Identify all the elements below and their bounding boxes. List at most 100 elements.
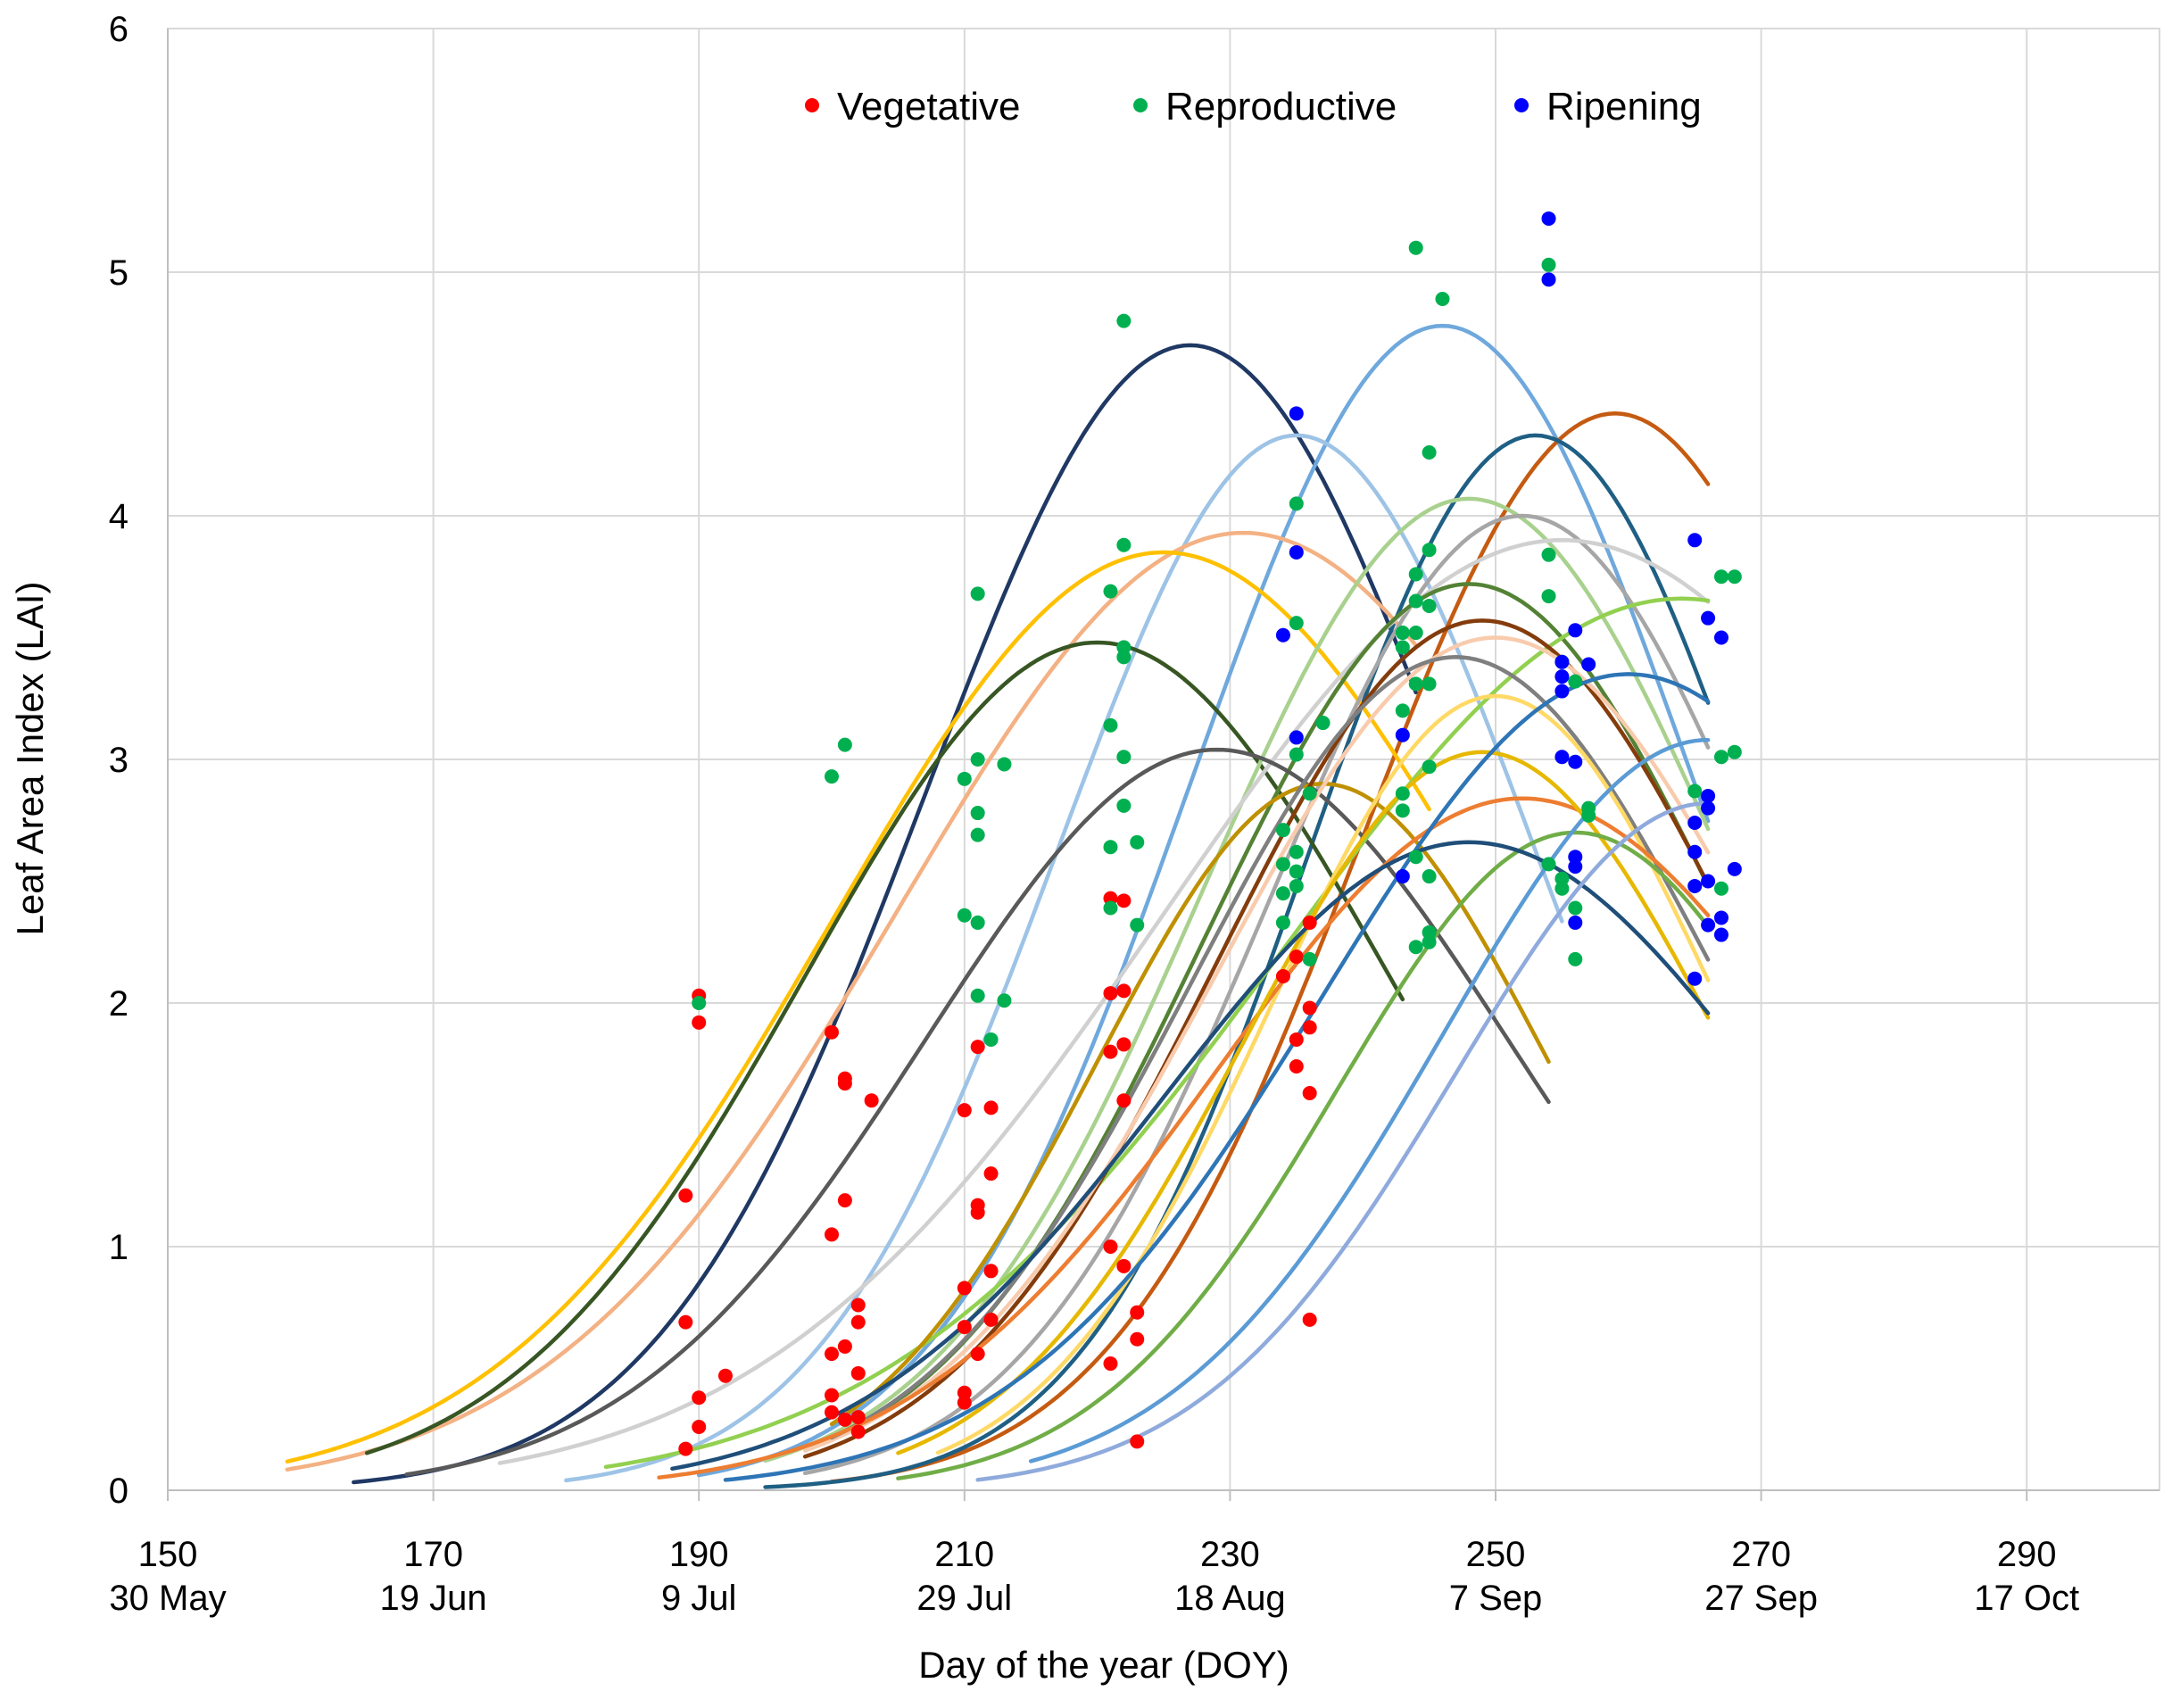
point-reproductive: [970, 988, 985, 1003]
x-axis-title: Day of the year (DOY): [918, 1644, 1289, 1686]
point-vegetative: [678, 1188, 693, 1203]
point-ripening: [1568, 623, 1583, 638]
point-ripening: [1395, 869, 1410, 884]
point-reproductive: [997, 757, 1012, 772]
fitted-curve: [696, 323, 1711, 1478]
point-reproductive: [1275, 915, 1290, 930]
point-vegetative: [678, 1441, 693, 1456]
data-points: [678, 211, 1742, 1456]
point-reproductive: [1103, 840, 1118, 855]
point-ripening: [1687, 878, 1703, 893]
point-reproductive: [1408, 676, 1423, 692]
x-tick-date-label: 9 Jul: [661, 1579, 737, 1618]
point-ripening: [1395, 727, 1410, 742]
point-reproductive: [1422, 543, 1437, 558]
point-ripening: [1568, 915, 1583, 930]
point-vegetative: [983, 1166, 999, 1182]
point-reproductive: [1103, 900, 1118, 916]
point-vegetative: [1116, 1037, 1132, 1052]
fitted-curve: [896, 750, 1711, 1455]
point-reproductive: [1116, 313, 1132, 328]
fitted-curve: [763, 496, 1711, 1463]
point-reproductive: [1395, 640, 1410, 655]
y-tick-label: 3: [109, 741, 128, 780]
legend-label-reproductive: Reproductive: [1165, 85, 1397, 129]
point-vegetative: [1302, 1312, 1317, 1327]
fitted-curve: [285, 550, 1431, 1464]
fitted-curve: [564, 433, 1564, 1483]
point-ripening: [1568, 754, 1583, 769]
point-reproductive: [1116, 650, 1132, 665]
point-reproductive: [1541, 257, 1556, 272]
x-tick-date-label: 19 Jun: [380, 1579, 487, 1618]
legend-marker-vegetative: [805, 98, 819, 112]
x-tick-label: 210: [934, 1535, 994, 1574]
point-vegetative: [983, 1100, 999, 1115]
point-reproductive: [1408, 567, 1423, 582]
y-tick-label: 4: [109, 497, 128, 536]
point-ripening: [1554, 654, 1570, 669]
point-vegetative: [1275, 968, 1290, 983]
point-reproductive: [1713, 881, 1728, 896]
point-reproductive: [1422, 599, 1437, 614]
point-ripening: [1701, 788, 1716, 803]
point-reproductive: [1275, 823, 1290, 838]
point-reproductive: [1727, 744, 1742, 759]
point-reproductive: [1713, 569, 1728, 585]
point-vegetative: [692, 1390, 707, 1405]
legend-marker-ripening: [1514, 98, 1529, 112]
point-vegetative: [825, 1024, 839, 1040]
point-ripening: [1541, 211, 1556, 226]
point-vegetative: [983, 1264, 999, 1279]
axes: 0 1 2 3 4 5 6 150 30 May 170 19 Jun 190 9 Jul 210 29 J…: [109, 10, 2160, 1618]
y-tick-label: 0: [109, 1472, 128, 1511]
point-reproductive: [1541, 857, 1556, 872]
point-reproductive: [1541, 589, 1556, 604]
fitted-curve: [1028, 737, 1711, 1463]
point-reproductive: [1408, 626, 1423, 641]
fitted-curve: [364, 640, 1405, 1455]
point-ripening: [1713, 910, 1728, 925]
point-reproductive: [970, 915, 985, 930]
point-reproductive: [1103, 584, 1118, 599]
fitted-curve: [975, 800, 1711, 1482]
fitted-curve: [723, 672, 1711, 1482]
fitted-curve: [829, 655, 1711, 1440]
point-reproductive: [1289, 864, 1304, 879]
point-vegetative: [983, 1312, 999, 1327]
fitted-curve: [829, 782, 1551, 1427]
point-reproductive: [1422, 445, 1437, 460]
point-vegetative: [957, 1103, 972, 1118]
point-reproductive: [1568, 951, 1583, 966]
point-vegetative: [957, 1395, 972, 1410]
point-vegetative: [970, 1040, 985, 1055]
point-reproductive: [1315, 716, 1331, 731]
y-tick-label: 1: [109, 1228, 128, 1267]
point-vegetative: [1130, 1434, 1145, 1449]
point-ripening: [1289, 406, 1304, 421]
x-tick-date-label: 27 Sep: [1704, 1579, 1818, 1618]
point-vegetative: [864, 1093, 879, 1108]
point-reproductive: [983, 1032, 999, 1047]
point-vegetative: [692, 1015, 707, 1030]
point-reproductive: [1116, 537, 1132, 552]
point-reproductive: [1568, 900, 1583, 916]
legend: Vegetative Reproductive Ripening: [805, 85, 1702, 129]
y-axis-title: Leaf Area Index (LAI): [9, 582, 51, 936]
y-tick-label: 2: [109, 984, 128, 1024]
point-reproductive: [1130, 917, 1145, 933]
point-ripening: [1713, 927, 1728, 942]
point-reproductive: [1581, 808, 1596, 823]
point-vegetative: [850, 1314, 866, 1330]
point-reproductive: [1422, 934, 1437, 949]
point-vegetative: [837, 1412, 852, 1427]
point-reproductive: [1275, 886, 1290, 901]
point-vegetative: [1302, 1020, 1317, 1035]
point-vegetative: [1103, 1240, 1118, 1254]
point-vegetative: [825, 1227, 839, 1242]
y-tick-label: 6: [109, 10, 128, 49]
point-ripening: [1275, 627, 1290, 643]
point-vegetative: [692, 1420, 707, 1435]
point-reproductive: [1289, 616, 1304, 631]
